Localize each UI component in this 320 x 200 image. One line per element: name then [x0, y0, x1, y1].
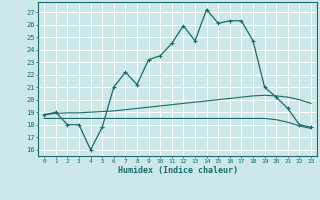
X-axis label: Humidex (Indice chaleur): Humidex (Indice chaleur) — [118, 166, 238, 175]
